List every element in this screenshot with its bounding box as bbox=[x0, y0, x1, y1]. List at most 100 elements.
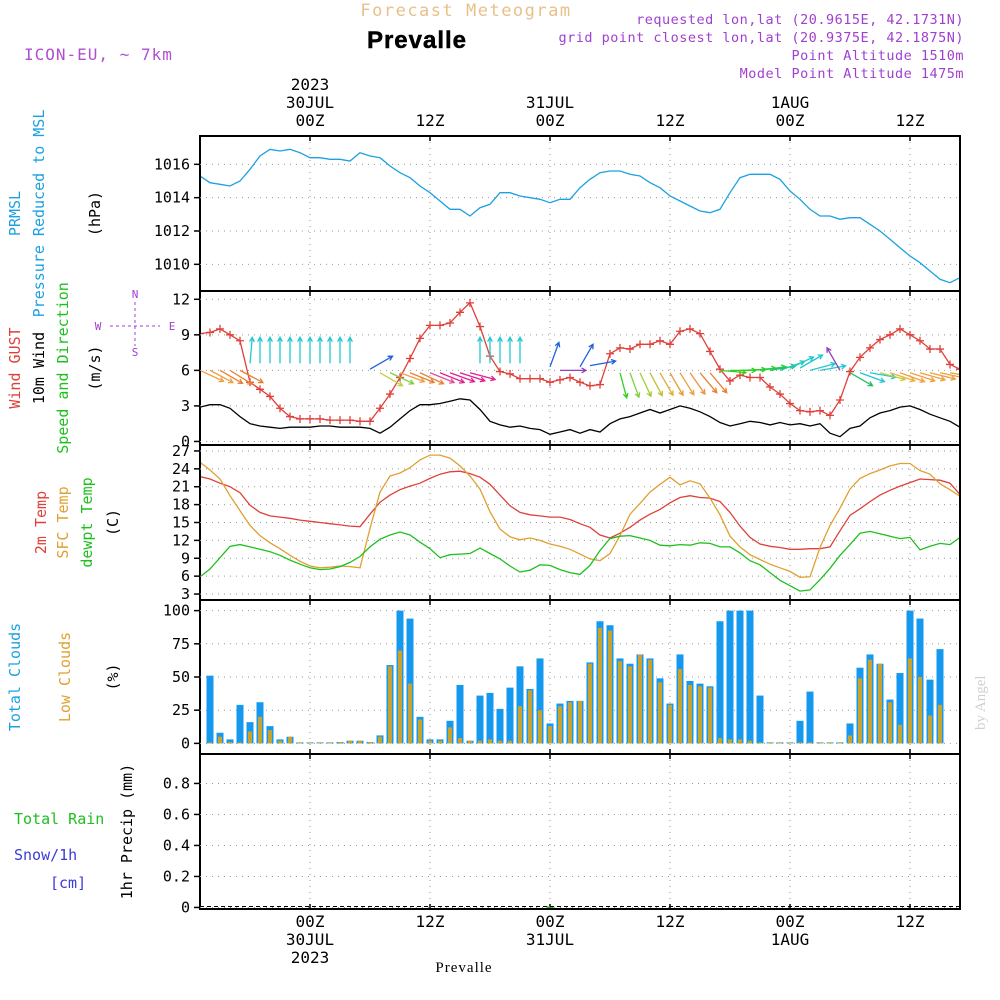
clouds-axis-label: Low Clouds bbox=[56, 632, 74, 722]
wind-arrow bbox=[201, 370, 225, 383]
time-bottom-label: 00Z bbox=[776, 912, 805, 931]
wind-arrow bbox=[277, 335, 283, 364]
low-clouds-bar bbox=[708, 687, 712, 744]
low-clouds-bar bbox=[698, 686, 702, 744]
total-clouds-bar bbox=[236, 704, 244, 744]
gust-marker bbox=[286, 412, 294, 421]
time-bottom-label: 2023 bbox=[291, 948, 330, 967]
total-clouds-bar bbox=[716, 621, 724, 744]
gust-marker bbox=[346, 416, 354, 425]
wind-arrow bbox=[287, 335, 293, 364]
low-clouds-bar bbox=[618, 661, 622, 744]
wind-arrow bbox=[809, 361, 837, 371]
gust-marker bbox=[236, 336, 244, 345]
time-top-label: 00Z bbox=[776, 111, 805, 130]
time-top-label: 00Z bbox=[296, 111, 325, 130]
wind-arrow bbox=[799, 354, 824, 369]
y-tick-label: 0.4 bbox=[163, 836, 190, 854]
total-rain-bar bbox=[546, 906, 554, 908]
gust-marker bbox=[946, 360, 954, 369]
y-tick-label: 9 bbox=[181, 326, 190, 344]
time-bottom-label: 12Z bbox=[896, 912, 925, 931]
precip-legend-label: Snow/1h bbox=[14, 846, 77, 864]
cloud-bar-zero bbox=[208, 742, 212, 744]
gust-marker bbox=[426, 321, 434, 330]
wind-arrow bbox=[389, 372, 415, 385]
wind-arrow bbox=[307, 335, 313, 364]
location-title: Prevalle bbox=[367, 27, 467, 54]
y-tick-label: 0.2 bbox=[163, 867, 190, 885]
wind-arrow bbox=[507, 335, 513, 364]
y-tick-label: 0 bbox=[181, 898, 190, 916]
gust-marker bbox=[496, 367, 504, 376]
wind-arrow bbox=[209, 369, 235, 384]
gust-marker bbox=[846, 367, 854, 376]
total-clouds-bar bbox=[756, 695, 764, 744]
low-clouds-bar bbox=[378, 736, 382, 744]
gust-marker bbox=[706, 347, 714, 356]
low-clouds-bar bbox=[878, 663, 882, 744]
total-clouds-bar bbox=[796, 720, 804, 744]
gust-marker bbox=[296, 414, 304, 423]
low-clouds-bar bbox=[938, 704, 942, 744]
gust-marker bbox=[446, 318, 454, 327]
cloud-bar-zero bbox=[808, 742, 812, 744]
low-clouds-bar bbox=[278, 740, 282, 744]
y-tick-label: 0.6 bbox=[163, 805, 190, 823]
total-clouds-bar bbox=[406, 618, 414, 744]
low-clouds-bar bbox=[648, 659, 652, 744]
wind-arrow bbox=[826, 346, 841, 371]
low-clouds-bar bbox=[748, 740, 752, 744]
gust-marker bbox=[726, 377, 734, 386]
gust-marker bbox=[956, 368, 959, 370]
total-clouds-bar bbox=[476, 695, 484, 744]
wind-arrow bbox=[267, 335, 273, 364]
wind-arrow bbox=[909, 372, 937, 383]
total-clouds-bar bbox=[936, 649, 944, 744]
dewpt-temp-line bbox=[201, 530, 959, 592]
wind-arrow bbox=[789, 356, 815, 369]
y-tick-label: 12 bbox=[172, 290, 190, 308]
wind-arrow bbox=[689, 372, 706, 396]
gust-marker bbox=[386, 390, 394, 399]
gust-marker bbox=[326, 416, 334, 425]
wind-arrow bbox=[347, 335, 353, 364]
clouds-panel: 0 25 50 75 100 Total Clouds Low Clouds (%) bbox=[6, 599, 961, 755]
gust-marker bbox=[926, 345, 934, 354]
y-tick-label: 3 bbox=[181, 585, 190, 603]
total-clouds-bar bbox=[896, 673, 904, 744]
y-tick-label: 0 bbox=[181, 432, 190, 450]
y-tick-label: 1010 bbox=[154, 255, 190, 273]
y-tick-label: 0.8 bbox=[163, 774, 190, 792]
wind-arrow bbox=[419, 372, 445, 385]
wind-arrow bbox=[549, 341, 561, 368]
precip-legend-label: Total Rain bbox=[14, 810, 104, 828]
cloud-bar-zero bbox=[318, 742, 322, 744]
gust-marker bbox=[586, 381, 594, 390]
time-bottom-label: 12Z bbox=[416, 912, 445, 931]
gust-marker bbox=[201, 332, 204, 335]
cloud-bar-zero bbox=[788, 742, 792, 744]
wind-arrow bbox=[379, 372, 404, 387]
wind-arrow bbox=[477, 335, 483, 364]
wind-arrow bbox=[859, 372, 886, 384]
gust-marker bbox=[256, 385, 264, 394]
y-tick-label: 27 bbox=[172, 442, 190, 460]
temperature-axis-label: 2m Temp bbox=[32, 491, 50, 554]
low-clouds-bar bbox=[338, 742, 342, 744]
y-tick-label: 18 bbox=[172, 496, 190, 514]
time-top-label: 12Z bbox=[896, 111, 925, 130]
y-tick-label: 0 bbox=[181, 734, 190, 752]
gust-marker bbox=[626, 345, 634, 354]
wind-arrow bbox=[439, 372, 466, 384]
gust-marker bbox=[266, 392, 274, 401]
y-tick-label: 6 bbox=[181, 361, 190, 379]
cloud-bar-zero bbox=[768, 742, 772, 744]
wind-arrow bbox=[819, 363, 847, 372]
temperature-axis-label: dewpt Temp bbox=[78, 477, 96, 567]
low-clouds-bar bbox=[258, 716, 262, 744]
wind-arrow bbox=[469, 372, 497, 382]
total-clouds-bar bbox=[736, 610, 744, 744]
total-clouds-bar bbox=[496, 708, 504, 744]
